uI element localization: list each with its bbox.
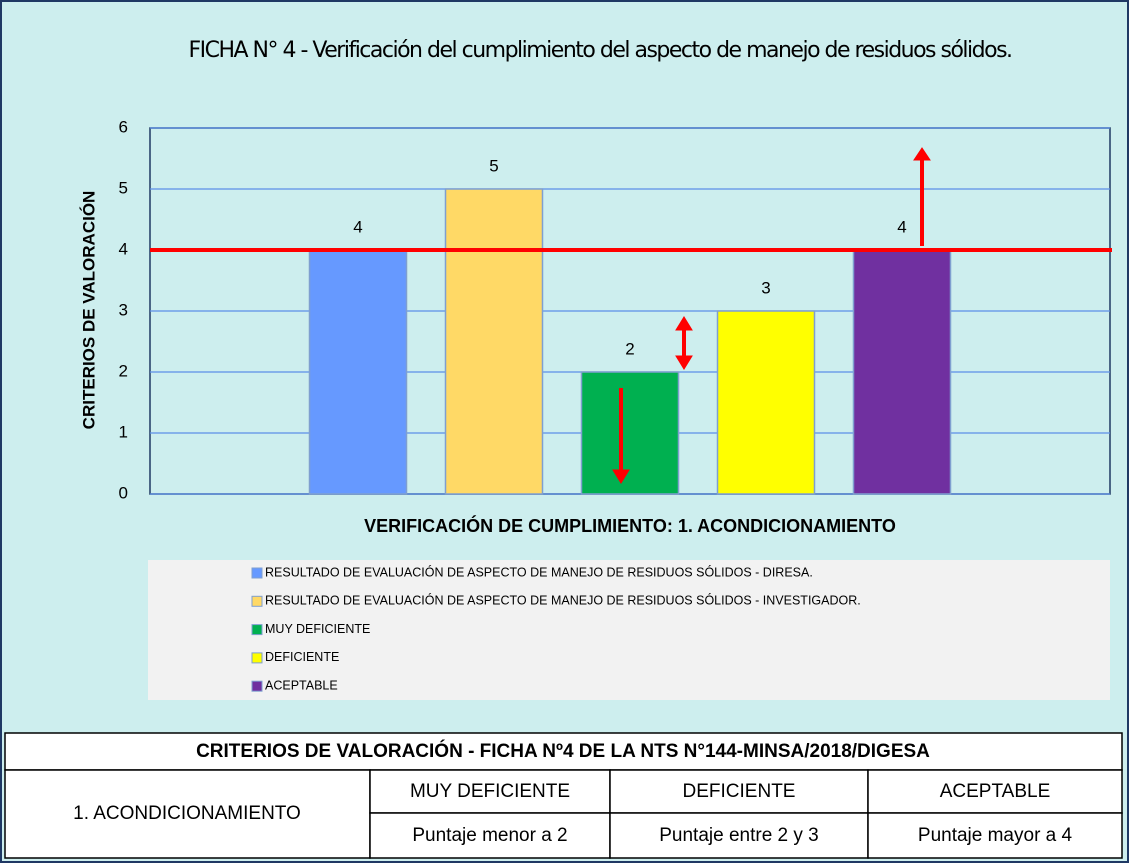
legend-label: MUY DEFICIENTE <box>265 622 370 636</box>
legend-label: RESULTADO DE EVALUACIÓN DE ASPECTO DE MA… <box>265 593 861 608</box>
arrow-head <box>675 355 693 370</box>
table-cell-text: Puntaje entre 2 y 3 <box>659 825 819 846</box>
table-cell <box>4 732 1123 771</box>
title-box: FICHA N° 4 - Verificación del cumplimien… <box>188 38 1013 63</box>
data-label: 4 <box>353 217 362 236</box>
bar <box>852 249 952 495</box>
arrow-head <box>913 147 931 161</box>
legend-swatch <box>251 652 263 664</box>
table-cell-text: DEFICIENTE <box>683 781 796 802</box>
bar <box>444 188 544 495</box>
table-cell <box>4 769 371 859</box>
plot: 0 1 2 3 4 5 6 4 5 2 3 4 <box>119 117 1112 502</box>
y-tick-label: 6 <box>119 117 128 136</box>
legend-label: ACEPTABLE <box>265 678 338 692</box>
table-cell-text: Puntaje menor a 2 <box>412 825 567 846</box>
y-tick-label: 2 <box>119 361 128 380</box>
table-cell-text: Puntaje mayor a 4 <box>918 825 1073 846</box>
bar <box>308 249 408 495</box>
y-tick-label: 4 <box>119 239 128 258</box>
table <box>4 732 1123 859</box>
x-axis-title: VERIFICACIÓN DE CUMPLIMIENTO: 1. ACONDIC… <box>364 515 896 536</box>
data-label: 2 <box>625 339 634 358</box>
data-label: 5 <box>489 156 498 175</box>
legend-label: RESULTADO DE EVALUACIÓN DE ASPECTO DE MA… <box>265 564 813 579</box>
table-cell <box>609 812 869 859</box>
y-tick-label: 5 <box>119 178 128 197</box>
y-tick-label: 1 <box>119 422 128 441</box>
bar <box>716 310 816 495</box>
arrows <box>612 147 931 484</box>
legend-swatch <box>251 624 263 636</box>
table-title: CRITERIOS DE VALORACIÓN - FICHA Nº4 DE L… <box>196 740 930 762</box>
legend-label: DEFICIENTE <box>265 650 339 664</box>
table-cell-text: 1. ACONDICIONAMIENTO <box>73 803 301 824</box>
table-cell <box>369 769 611 814</box>
table-cell <box>609 769 869 814</box>
table-cell <box>867 812 1123 859</box>
arrow-head <box>612 469 630 484</box>
table-cell-text: ACEPTABLE <box>940 781 1051 802</box>
data-label: 4 <box>897 217 906 236</box>
table-cell-text: MUY DEFICIENTE <box>410 781 570 802</box>
y-axis-title: CRITERIOS DE VALORACIÓN <box>79 191 98 430</box>
legend-box <box>148 560 1110 700</box>
chart-title: FICHA N° 4 - Verificación del cumplimien… <box>188 38 1013 63</box>
arrow-head <box>675 316 693 331</box>
data-label: 3 <box>761 278 770 297</box>
y-tick-label: 3 <box>119 300 128 319</box>
y-tick-label: 0 <box>119 483 128 502</box>
legend-swatch <box>251 567 263 579</box>
legend-swatch <box>251 595 263 607</box>
table-cell <box>867 769 1123 814</box>
bar <box>580 371 680 495</box>
table-cell <box>369 812 611 859</box>
legend: RESULTADO DE EVALUACIÓN DE ASPECTO DE MA… <box>251 564 861 692</box>
legend-swatch <box>251 680 263 692</box>
